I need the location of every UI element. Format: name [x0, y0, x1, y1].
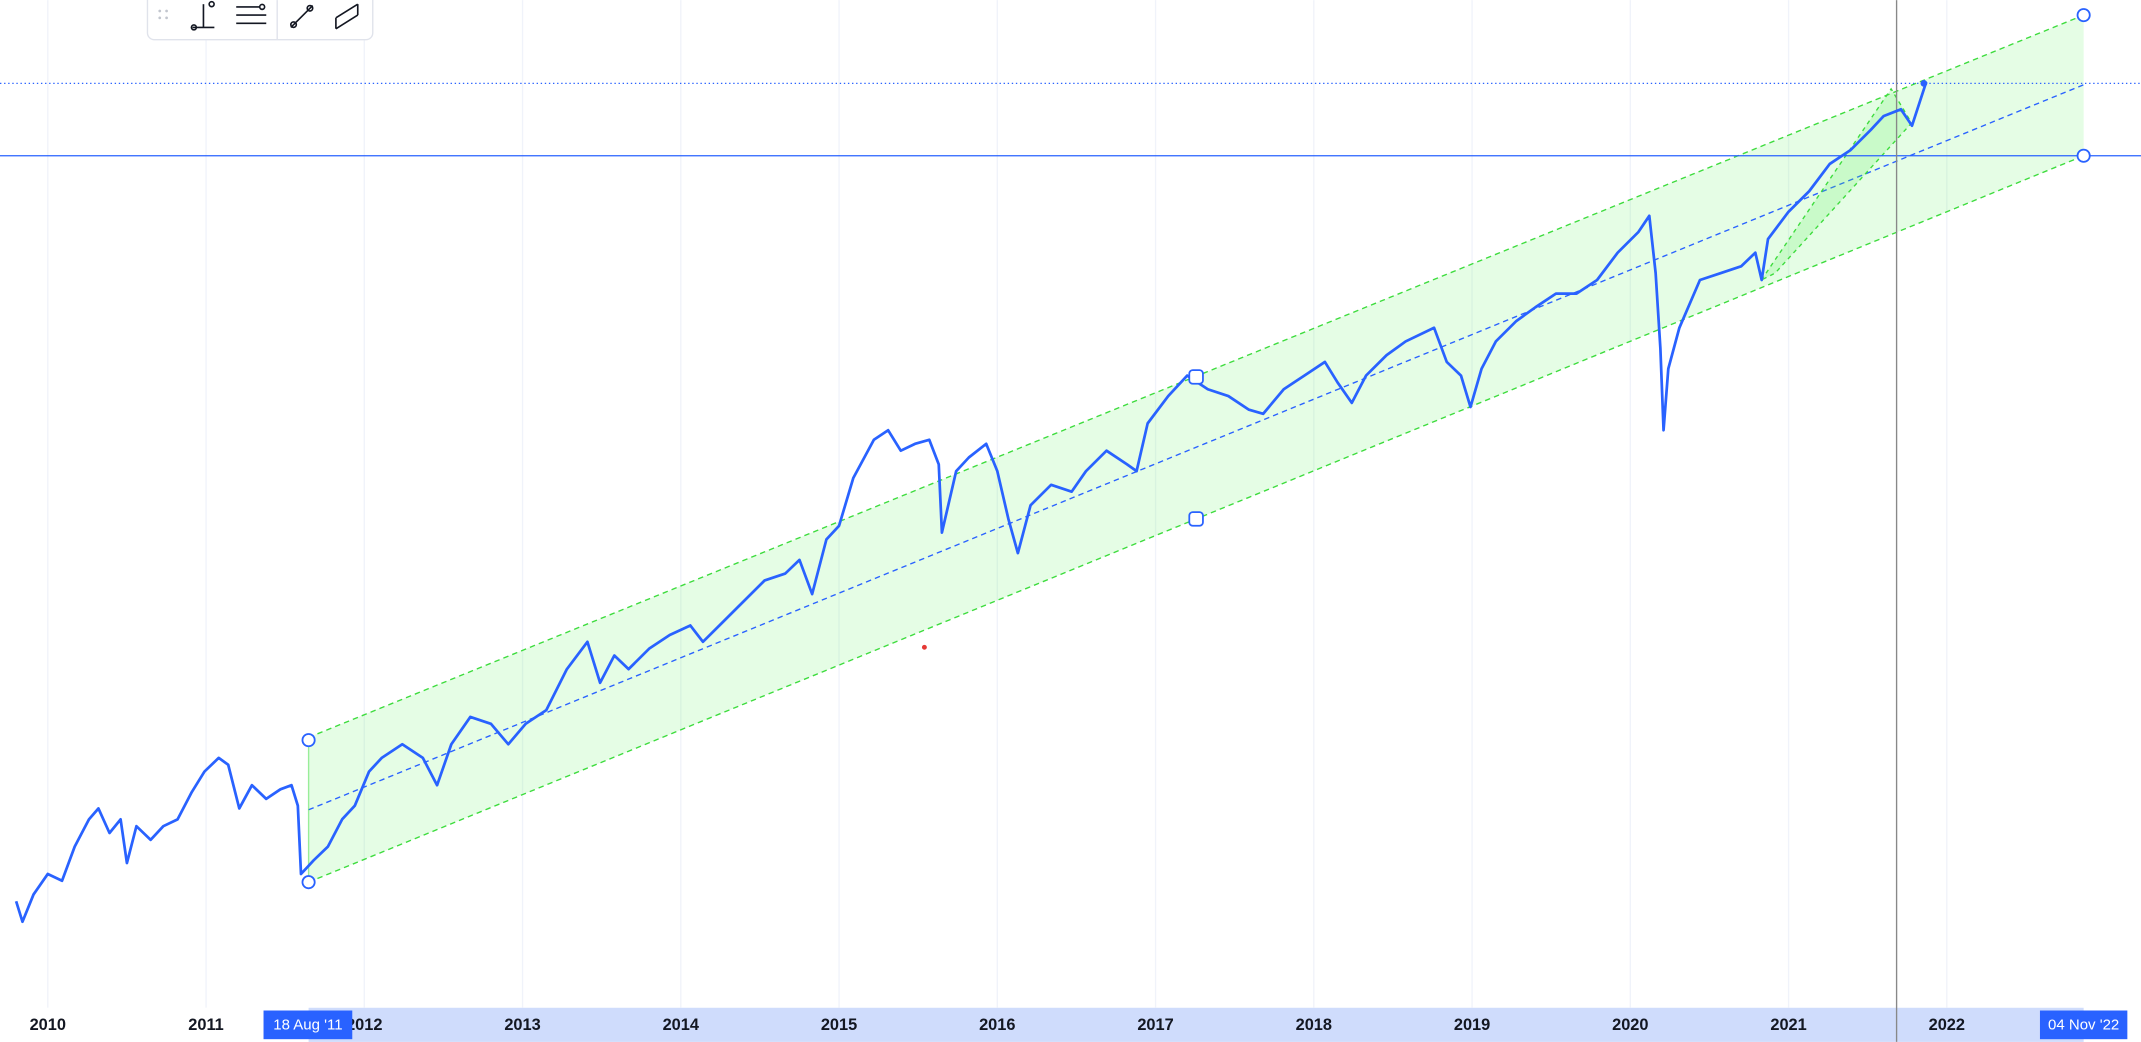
handle[interactable] — [2076, 8, 2091, 23]
x-tick-label: 2017 — [1137, 1016, 1173, 1034]
range-label-box — [263, 1010, 353, 1040]
grid — [47, 0, 1948, 1008]
tool-trend[interactable] — [290, 4, 314, 29]
x-tick-label: 2013 — [504, 1016, 540, 1034]
handle[interactable] — [2076, 148, 2091, 163]
handle[interactable] — [301, 733, 316, 748]
handle[interactable] — [1188, 369, 1204, 385]
x-tick-label: 2012 — [346, 1016, 382, 1034]
x-tick-label: 2014 — [663, 1016, 700, 1034]
range-label-box — [2039, 1010, 2128, 1040]
x-axis: 2010 2011 2012 2013 2014 2015 2016 2017 2018 2019… — [30, 1016, 1965, 1034]
series-layer — [14, 81, 1928, 924]
x-tick-label: 2016 — [979, 1016, 1015, 1034]
handle[interactable] — [301, 875, 316, 890]
handle[interactable] — [1188, 511, 1204, 527]
x-tick-label: 2010 — [30, 1016, 66, 1034]
x-tick-label: 2019 — [1454, 1016, 1490, 1034]
x-tick-label: 2020 — [1612, 1016, 1648, 1034]
marker-dot — [921, 644, 927, 650]
tool-measure[interactable] — [190, 0, 215, 31]
range-highlight — [308, 1007, 2084, 1042]
tool-channel[interactable] — [335, 3, 359, 30]
channel-fill — [308, 15, 2084, 883]
range-end-label: 04 Nov '22 — [2048, 1016, 2119, 1033]
drag-handle[interactable] — [158, 9, 168, 20]
last-point — [1920, 79, 1928, 87]
x-tick-label: 2022 — [1929, 1016, 1965, 1034]
price-line-series — [14, 81, 1928, 924]
x-tick-label: 2011 — [188, 1016, 224, 1034]
floating-toolbar — [146, 0, 374, 41]
range-start-label: 18 Aug '11 — [273, 1016, 342, 1033]
x-tick-label: 2018 — [1296, 1016, 1332, 1034]
x-tick-label: 2015 — [821, 1016, 857, 1034]
channel-middle — [308, 84, 2084, 811]
x-tick-label: 2021 — [1770, 1016, 1806, 1034]
tool-levels[interactable] — [236, 3, 267, 25]
